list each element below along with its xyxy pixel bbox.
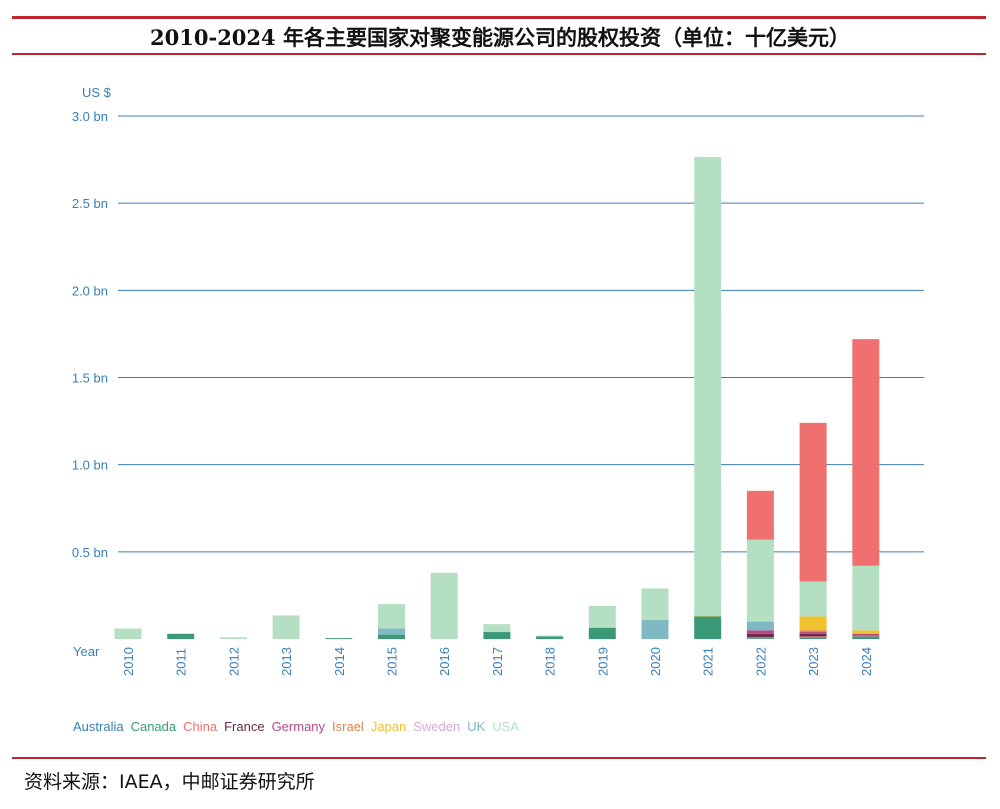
legend-entry: France bbox=[224, 719, 264, 734]
bar-segment bbox=[694, 156, 722, 616]
bar-segment bbox=[852, 635, 880, 637]
title-rule bbox=[12, 53, 986, 55]
x-tick-label: 2012 bbox=[226, 647, 241, 676]
x-tick-label: 2018 bbox=[543, 647, 558, 676]
bar-segment bbox=[378, 634, 405, 639]
bar-segment bbox=[799, 630, 827, 633]
source-rule bbox=[12, 757, 986, 759]
bar-segment bbox=[852, 565, 880, 631]
bar-segment bbox=[799, 616, 827, 631]
bar-segment bbox=[114, 628, 142, 639]
bar-segment bbox=[799, 632, 827, 634]
bar-segment bbox=[852, 630, 880, 634]
y-tick-label: 0.5 bn bbox=[72, 545, 108, 560]
x-tick-label: 2013 bbox=[279, 647, 294, 676]
page-title: 2010-2024 年各主要国家对聚变能源公司的股权投资（单位：十亿美元） bbox=[150, 25, 850, 50]
legend-entry: UK bbox=[467, 719, 485, 734]
x-tick-label: 2010 bbox=[121, 647, 136, 676]
bar-segment bbox=[799, 422, 827, 582]
bar-segment bbox=[746, 490, 774, 540]
bar-segment bbox=[483, 624, 511, 633]
bar-segment bbox=[325, 638, 353, 639]
legend-entry: China bbox=[183, 719, 218, 734]
y-tick-label: 2.0 bn bbox=[72, 283, 108, 298]
bar-segment bbox=[746, 621, 774, 631]
legend-entry: USA bbox=[492, 719, 519, 734]
bar-segment bbox=[852, 636, 880, 639]
bar-segment bbox=[852, 339, 880, 566]
y-tick-label: 1.0 bn bbox=[72, 458, 108, 473]
bar-segment bbox=[483, 632, 511, 639]
source-note: 资料来源：IAEA，中邮证券研究所 bbox=[24, 771, 315, 793]
x-tick-label: 2022 bbox=[753, 647, 768, 676]
x-axis-labels: 2010 2011 2012 2013 2014 2015 2016 2017 2018 2019… bbox=[121, 647, 874, 676]
y-unit-label: US $ bbox=[82, 85, 112, 100]
x-tick-label: 2011 bbox=[174, 648, 189, 676]
y-tick-label: 3.0 bn bbox=[72, 109, 108, 124]
bar-segment bbox=[219, 637, 247, 639]
x-tick-label: 2020 bbox=[648, 647, 663, 676]
bar-segment bbox=[378, 628, 405, 635]
bar-segment bbox=[588, 605, 616, 628]
bar-segment bbox=[536, 635, 564, 637]
legend-entry: Australia bbox=[73, 719, 124, 734]
x-tick-label: 2021 bbox=[701, 647, 716, 676]
legend-entry: Canada bbox=[131, 719, 177, 734]
bar-segment bbox=[799, 636, 827, 638]
legend-entry: Japan bbox=[371, 719, 406, 734]
legend-entry: Israel bbox=[332, 719, 364, 734]
bar-segment bbox=[746, 637, 774, 639]
bar-segment bbox=[799, 633, 827, 637]
x-tick-label: 2015 bbox=[385, 647, 400, 676]
bar-segment bbox=[536, 636, 564, 639]
bar-segment bbox=[694, 615, 722, 617]
bar-segment bbox=[852, 633, 880, 636]
x-tick-label: 2017 bbox=[490, 647, 505, 676]
bar-segment bbox=[746, 633, 774, 638]
bars bbox=[114, 156, 880, 639]
bar-segment bbox=[694, 616, 722, 639]
bar-segment bbox=[378, 604, 405, 629]
x-tick-label: 2023 bbox=[806, 647, 821, 676]
bar-segment bbox=[430, 572, 458, 639]
bar-segment bbox=[746, 539, 774, 622]
top-rule bbox=[12, 16, 986, 19]
y-tick-label: 2.5 bn bbox=[72, 196, 108, 211]
legend: Australia Canada China France Germany Israel J… bbox=[73, 719, 519, 734]
bar-segment bbox=[167, 633, 195, 639]
y-axis-labels: 0.5 bn 1.0 bn 1.5 bn 2.0 bn 2.5 bn 3.0 bn bbox=[72, 109, 108, 560]
y-tick-label: 1.5 bn bbox=[72, 371, 108, 386]
x-tick-label: 2024 bbox=[859, 647, 874, 676]
bar-segment bbox=[588, 627, 616, 639]
bar-segment bbox=[272, 615, 300, 639]
bar-segment bbox=[746, 638, 774, 639]
bar-segment bbox=[799, 581, 827, 617]
x-tick-label: 2016 bbox=[437, 647, 452, 676]
bar-segment bbox=[746, 630, 774, 634]
legend-entry: Sweden bbox=[413, 719, 460, 734]
x-tick-label: 2014 bbox=[332, 647, 347, 676]
x-axis-label: Year bbox=[73, 644, 100, 659]
grid-lines bbox=[118, 115, 924, 553]
x-tick-label: 2019 bbox=[595, 647, 610, 676]
bar-segment bbox=[641, 588, 669, 620]
bar-segment bbox=[641, 619, 669, 639]
bar-segment bbox=[799, 637, 827, 639]
legend-entry: Germany bbox=[272, 719, 326, 734]
